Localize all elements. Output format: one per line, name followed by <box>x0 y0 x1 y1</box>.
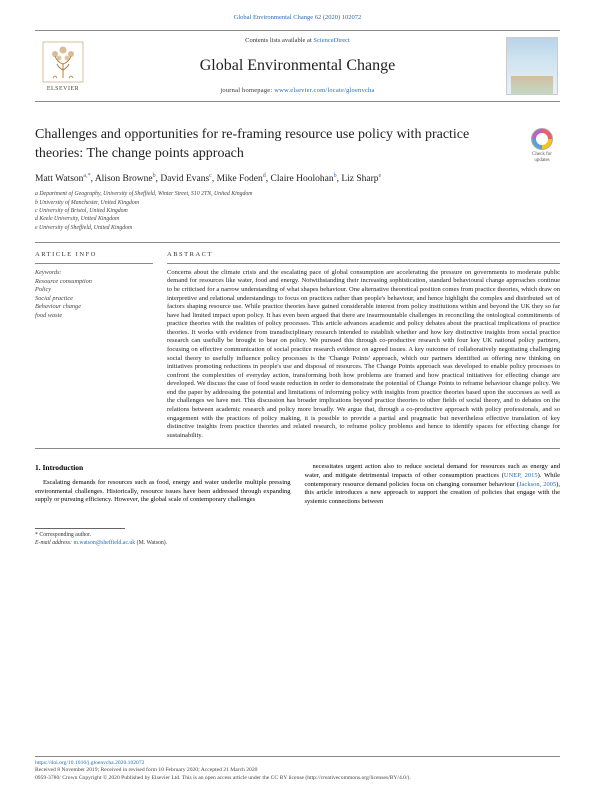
contents-prefix: Contents lists available at <box>245 37 313 44</box>
email-label: E-mail address: <box>35 540 73 546</box>
author-name: Matt Watson <box>35 174 83 184</box>
section-heading-intro: 1. Introduction <box>35 463 291 473</box>
citation-link[interactable]: Jackson, 2005 <box>519 481 556 488</box>
homepage-url[interactable]: www.elsevier.com/locate/gloenvcha <box>274 87 374 94</box>
keyword: Social practice <box>35 295 153 304</box>
author-affil-marker: c <box>209 173 212 179</box>
divider <box>35 448 560 449</box>
author-name: Liz Sharp <box>341 174 378 184</box>
corresponding-author-note: * Corresponding author. <box>35 532 560 540</box>
footnotes: * Corresponding author. E-mail address: … <box>35 532 560 547</box>
citation-link[interactable]: UNEP, 2015 <box>504 472 538 479</box>
received-dates: Received 8 November 2019; Received in re… <box>35 767 560 774</box>
author-name: Mike Foden <box>217 174 263 184</box>
keyword: food waste <box>35 312 153 321</box>
keyword: Policy <box>35 286 153 295</box>
affiliation-line: a Department of Geography, University of… <box>35 191 560 199</box>
publisher-logo: ELSEVIER <box>35 31 91 101</box>
footnote-divider <box>35 528 125 529</box>
contents-available: Contents lists available at ScienceDirec… <box>99 37 496 45</box>
divider <box>35 242 560 243</box>
journal-homepage: journal homepage: www.elsevier.com/locat… <box>99 87 496 95</box>
citation-header: Global Environmental Change 62 (2020) 10… <box>0 0 595 22</box>
keywords-label: Keywords: <box>35 269 153 277</box>
intro-paragraph-right: necessitates urgent action also to reduc… <box>305 463 561 506</box>
keywords-list: Resource consumptionPolicySocial practic… <box>35 278 153 321</box>
author-name: David Evans <box>160 174 209 184</box>
journal-header: ELSEVIER Contents lists available at Sci… <box>35 30 560 102</box>
crossmark-icon <box>531 128 553 150</box>
affiliation-line: d Keele University, United Kingdom <box>35 216 560 224</box>
email-suffix: (M. Watson). <box>135 540 167 546</box>
author-name: Claire Hoolohan <box>271 174 334 184</box>
author-affil-marker: e <box>379 173 382 179</box>
copyright-line: 0959-3780/ Crown Copyright © 2020 Publis… <box>35 775 560 782</box>
journal-cover-thumbnail <box>506 37 558 95</box>
homepage-label: journal homepage: <box>220 87 274 94</box>
abstract-heading: ABSTRACT <box>167 251 560 263</box>
affiliation-line: e University of Sheffield, United Kingdo… <box>35 225 560 233</box>
intro-paragraph-left: Escalating demands for resources such as… <box>35 479 291 505</box>
article-info-heading: ARTICLE INFO <box>35 251 153 263</box>
elsevier-tree-icon <box>41 40 85 84</box>
abstract-text: Concerns about the climate crisis and th… <box>167 269 560 441</box>
check-updates-label-2: updates <box>524 158 560 164</box>
publisher-name: ELSEVIER <box>47 86 79 94</box>
author-email[interactable]: m.watson@sheffield.ac.uk <box>73 540 135 546</box>
keyword: Behaviour change <box>35 303 153 312</box>
author-list: Matt Watsona,*, Alison Browneb, David Ev… <box>35 173 560 186</box>
author-affil-marker: b <box>334 173 337 179</box>
author-name: Alison Browne <box>95 174 153 184</box>
article-title: Challenges and opportunities for re-fram… <box>35 126 475 162</box>
author-affil-marker: d <box>263 173 266 179</box>
sciencedirect-link[interactable]: ScienceDirect <box>313 37 349 44</box>
affiliations: a Department of Geography, University of… <box>35 191 560 232</box>
keyword: Resource consumption <box>35 278 153 287</box>
author-affil-marker: b <box>153 173 156 179</box>
affiliation-line: c University of Bristol, United Kingdom <box>35 208 560 216</box>
affiliation-line: b University of Manchester, United Kingd… <box>35 200 560 208</box>
doi-link[interactable]: https://doi.org/10.1016/j.gloenvcha.2020… <box>35 760 144 766</box>
email-line: E-mail address: m.watson@sheffield.ac.uk… <box>35 540 560 548</box>
check-updates-badge[interactable]: Check for updates <box>524 128 560 163</box>
page-footer: https://doi.org/10.1016/j.gloenvcha.2020… <box>35 756 560 782</box>
journal-title: Global Environmental Change <box>99 56 496 77</box>
author-affil-marker: a,* <box>83 173 90 179</box>
